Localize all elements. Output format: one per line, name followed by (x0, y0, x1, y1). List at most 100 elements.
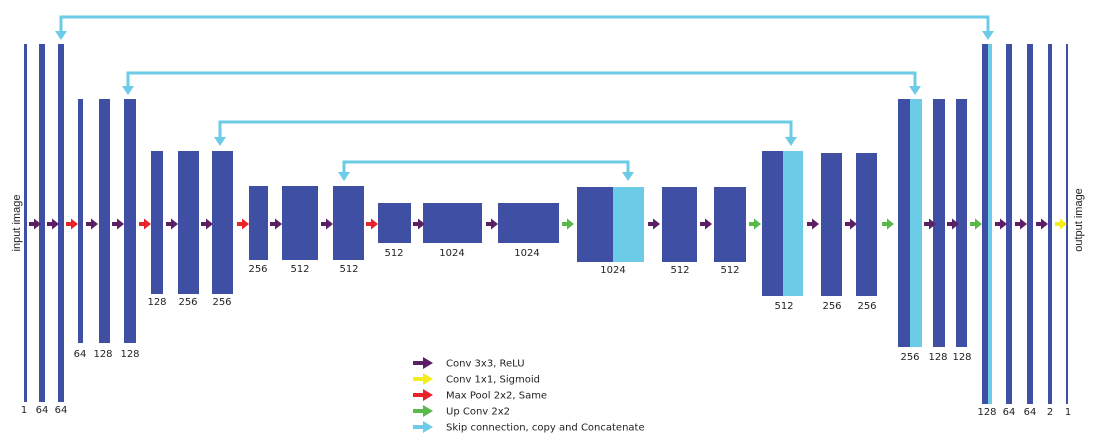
channel-label: 1024 (514, 248, 539, 259)
feature-map (856, 153, 877, 296)
skip-connections (55, 15, 994, 181)
upconv-arrow (562, 218, 574, 230)
channel-label: 2 (1047, 407, 1053, 418)
conv-arrow (995, 218, 1007, 230)
legend-label: Up Conv 2x2 (446, 407, 510, 418)
feature-map (378, 203, 411, 243)
channel-label: 1024 (439, 248, 464, 259)
channel-label: 64 (36, 405, 49, 416)
conv-arrow (648, 218, 660, 230)
channel-label: 128 (928, 352, 947, 363)
maxpool-arrow (366, 218, 378, 230)
channel-label: 256 (248, 264, 267, 275)
conv-arrow (700, 218, 712, 230)
legend-arrow-icon (423, 373, 433, 385)
channel-label: 256 (857, 301, 876, 312)
feature-map (39, 44, 45, 402)
feature-map (249, 186, 268, 260)
feature-map (982, 44, 988, 404)
conv-arrow (1015, 218, 1027, 230)
feature-map (714, 187, 746, 262)
legend-label: Conv 1x1, Sigmoid (446, 375, 540, 386)
legend-arrow-icon (413, 377, 426, 381)
legend-label: Conv 3x3, ReLU (446, 359, 525, 370)
feature-map-blocks (24, 44, 1068, 404)
feature-map (821, 153, 842, 296)
legend-arrow-icon (413, 361, 426, 365)
channel-label: 64 (1003, 407, 1016, 418)
feature-map (933, 99, 945, 347)
legend-item: Max Pool 2x2, Same (413, 389, 547, 402)
conv-arrow (924, 218, 936, 230)
conv-arrow (29, 218, 41, 230)
channel-label: 128 (977, 407, 996, 418)
feature-map (282, 186, 318, 260)
output-image-label: output image (1073, 188, 1085, 252)
legend-arrow-icon (413, 409, 426, 413)
skip-connection (338, 160, 634, 181)
copied-feature-map (613, 187, 644, 262)
maxpool-arrow (139, 218, 151, 230)
conv-arrow (86, 218, 98, 230)
conv-arrow (112, 218, 124, 230)
conv-arrow (845, 218, 857, 230)
channel-label: 256 (900, 352, 919, 363)
channel-label: 256 (822, 301, 841, 312)
feature-map (58, 44, 64, 402)
sigmoid-arrow (1055, 218, 1067, 230)
upconv-arrow (970, 218, 982, 230)
channel-label: 128 (93, 349, 112, 360)
legend-item: Skip connection, copy and Concatenate (413, 421, 645, 434)
legend-arrow-icon (423, 421, 433, 433)
copied-feature-map (988, 44, 992, 404)
copied-feature-map (910, 99, 922, 347)
conv-arrow (47, 218, 59, 230)
legend-label: Skip connection, copy and Concatenate (446, 423, 645, 434)
feature-map (498, 203, 559, 243)
copied-feature-map (783, 151, 803, 296)
maxpool-arrow (237, 218, 249, 230)
legend-arrow-icon (423, 357, 433, 369)
feature-map (333, 186, 364, 260)
conv-arrow (486, 218, 498, 230)
channel-label: 128 (147, 297, 166, 308)
feature-map (762, 151, 783, 296)
feature-map (423, 203, 482, 243)
skip-connection (214, 120, 797, 146)
conv-arrow (807, 218, 819, 230)
conv-arrow (413, 218, 425, 230)
legend-item: Conv 3x3, ReLU (413, 357, 525, 370)
feature-map (124, 99, 136, 343)
legend-arrow-icon (423, 405, 433, 417)
feature-map (78, 99, 83, 343)
legend-item: Up Conv 2x2 (413, 405, 510, 418)
feature-map (24, 44, 27, 402)
maxpool-arrow (66, 218, 78, 230)
channel-label: 256 (212, 297, 231, 308)
feature-map (577, 187, 613, 262)
conv-arrow (270, 218, 282, 230)
conv-arrow (201, 218, 213, 230)
upconv-arrow (749, 218, 761, 230)
channel-label: 1 (1065, 407, 1071, 418)
legend-arrow-icon (413, 393, 426, 397)
upconv-arrow (882, 218, 894, 230)
feature-map (898, 99, 910, 347)
feature-map (151, 151, 163, 294)
channel-label: 512 (774, 301, 793, 312)
channel-label: 512 (384, 248, 403, 259)
feature-map (1006, 44, 1012, 404)
layer-arrows (29, 218, 1067, 230)
channel-label: 64 (1024, 407, 1037, 418)
legend-label: Max Pool 2x2, Same (446, 391, 547, 402)
legend-arrow-icon (413, 425, 426, 429)
conv-arrow (1036, 218, 1048, 230)
feature-map (662, 187, 697, 262)
channel-label: 512 (339, 264, 358, 275)
feature-map (1048, 44, 1052, 404)
skip-connection (122, 71, 921, 95)
channel-label: 128 (120, 349, 139, 360)
channel-label: 512 (720, 265, 739, 276)
channel-label: 512 (670, 265, 689, 276)
